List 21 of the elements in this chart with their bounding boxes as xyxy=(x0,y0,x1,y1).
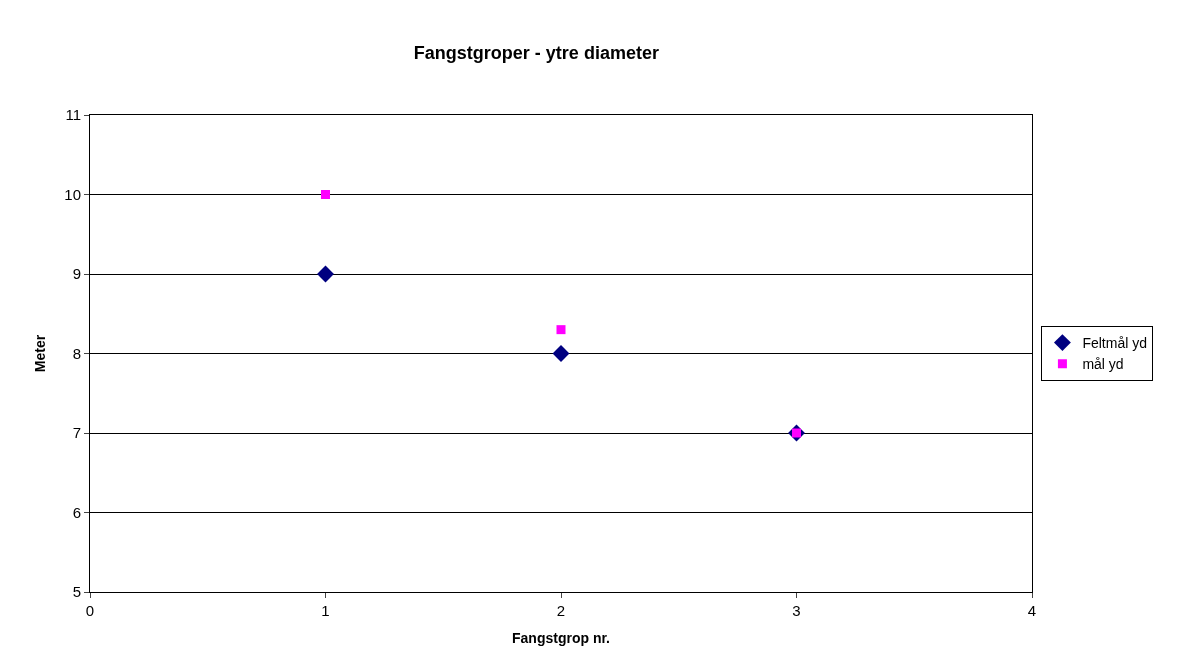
x-tick-label: 3 xyxy=(792,602,801,619)
y-tick-label: 8 xyxy=(72,344,81,362)
legend-label: mål yd xyxy=(1082,356,1124,373)
y-axis-title: Meter xyxy=(31,334,48,373)
chart-title: Fangstgroper - ytre diameter xyxy=(413,43,659,64)
point xyxy=(317,265,334,283)
y-tick-label: 10 xyxy=(64,185,81,203)
x-tick-label: 2 xyxy=(556,602,566,619)
x-tick-label: 0 xyxy=(85,602,95,619)
point xyxy=(321,190,330,199)
legend-label: Feltmål yd xyxy=(1082,335,1147,352)
point xyxy=(556,325,566,335)
y-tick-label: 6 xyxy=(72,503,81,521)
x-tick-label: 4 xyxy=(1027,602,1037,619)
x-axis-title: Fangstgrop nr. xyxy=(512,630,610,647)
y-tick-label: 9 xyxy=(72,265,81,283)
y-tick-label: 11 xyxy=(65,106,81,124)
x-tick-label: 1 xyxy=(321,602,330,619)
point xyxy=(552,345,570,362)
y-tick-label: 5 xyxy=(72,583,81,601)
y-tick-label: 7 xyxy=(72,424,81,442)
